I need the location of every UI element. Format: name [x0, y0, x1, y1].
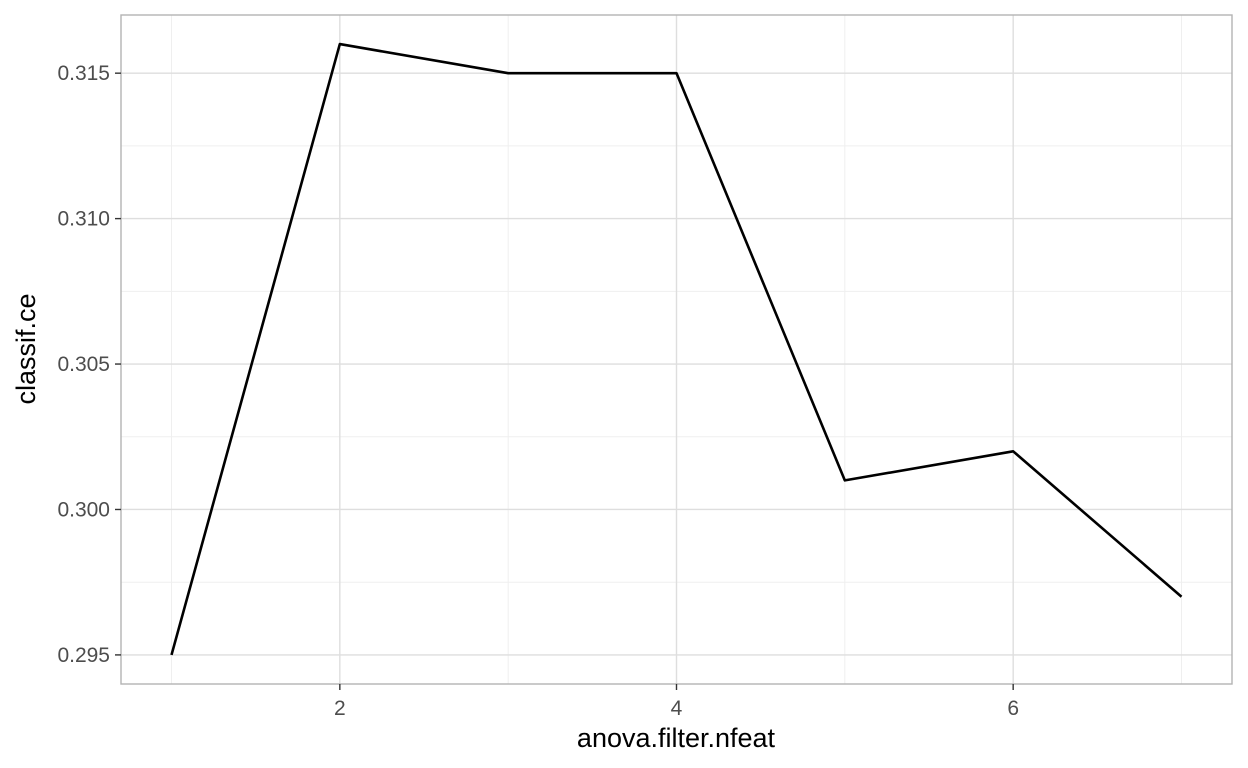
y-tick-label: 0.310 — [57, 208, 110, 231]
series-line — [170, 42, 1183, 656]
x-tick-label: 4 — [671, 697, 683, 720]
y-tick-label: 0.300 — [57, 498, 110, 521]
x-axis-title: anova.filter.nfeat — [577, 723, 776, 753]
x-tick-label: 2 — [334, 697, 346, 720]
major-gridlines — [121, 15, 1232, 684]
y-axis-ticks: 0.295 0.300 0.305 0.310 0.315 — [57, 62, 121, 667]
y-axis-title: classif.ce — [11, 293, 41, 404]
series-layer — [170, 42, 1183, 656]
y-tick-label: 0.305 — [57, 353, 110, 376]
y-tick-label: 0.295 — [57, 644, 110, 667]
y-tick-label: 0.315 — [57, 62, 110, 85]
x-tick-label: 6 — [1007, 697, 1019, 720]
x-axis-ticks: 2 4 6 — [334, 684, 1019, 720]
